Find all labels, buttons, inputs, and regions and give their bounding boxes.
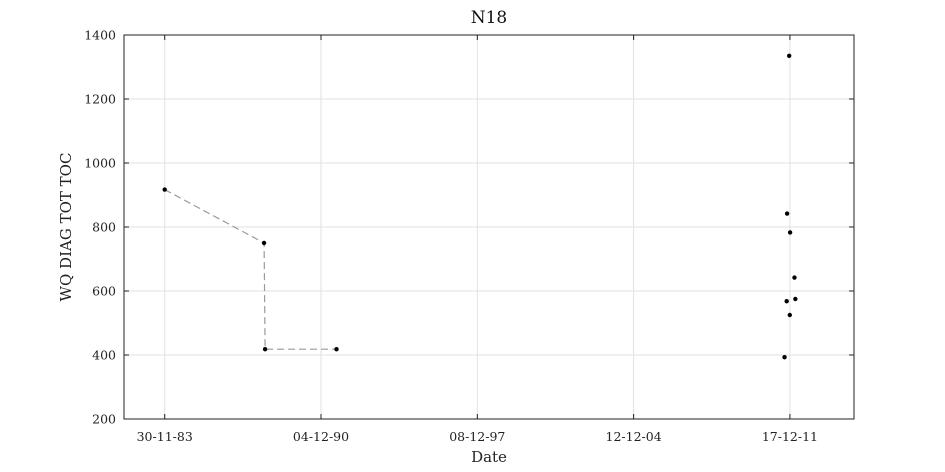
data-point xyxy=(334,347,339,352)
y-axis-label: WQ DIAG TOT TOC xyxy=(57,153,75,302)
y-tick-label: 400 xyxy=(92,348,116,363)
series-layer xyxy=(162,53,798,360)
y-tick-label: 200 xyxy=(92,412,116,427)
data-point xyxy=(261,240,267,246)
ticks: 30-11-83 04-12-90 08-12-97 12-12-04 17-12-11… xyxy=(84,28,854,444)
chart-title: N18 xyxy=(471,8,508,28)
data-point xyxy=(782,355,787,360)
data-point xyxy=(792,275,797,280)
data-point xyxy=(787,312,792,318)
x-axis-label: Date xyxy=(471,448,507,466)
x-tick-label: 08-12-97 xyxy=(449,429,505,444)
data-point xyxy=(162,187,167,192)
y-tick-label: 1400 xyxy=(84,28,116,43)
y-tick-label: 1200 xyxy=(84,92,116,107)
data-point xyxy=(793,296,798,302)
y-tick-label: 600 xyxy=(92,284,116,299)
data-point xyxy=(786,53,792,58)
data-point xyxy=(787,230,793,235)
data-point xyxy=(262,347,268,352)
x-tick-label: 12-12-04 xyxy=(606,429,662,444)
y-tick-label: 1000 xyxy=(84,156,116,171)
x-tick-label: 04-12-90 xyxy=(293,429,349,444)
x-tick-label: 30-11-83 xyxy=(137,429,193,444)
data-point xyxy=(784,211,790,216)
y-tick-label: 800 xyxy=(92,220,116,235)
x-tick-label: 17-12-11 xyxy=(762,429,818,444)
series-line xyxy=(164,189,337,350)
data-point xyxy=(784,299,789,304)
